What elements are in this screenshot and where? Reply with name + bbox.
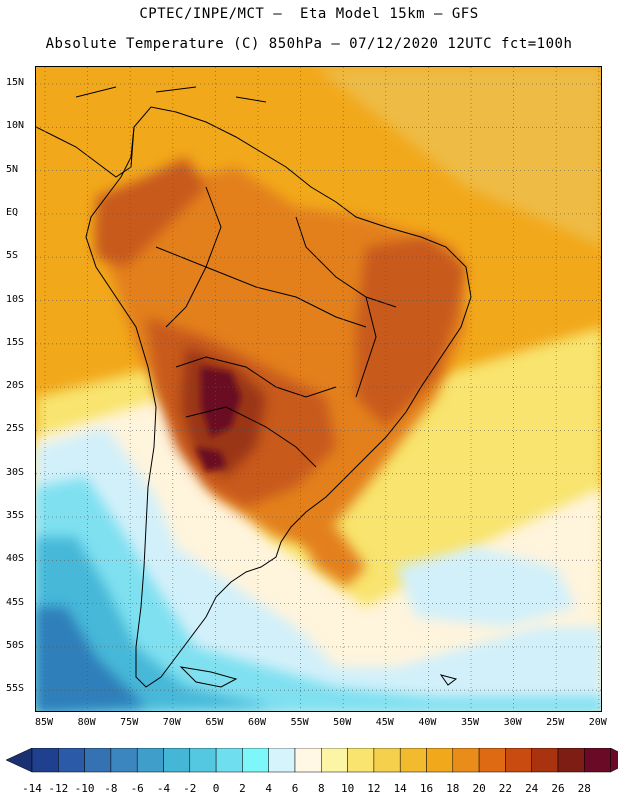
lat-label: 35S [6, 510, 25, 521]
lon-label: 25W [546, 717, 565, 728]
colorbar-swatch [505, 748, 532, 773]
color-scale-bar [5, 748, 618, 773]
lon-label: 65W [205, 717, 224, 728]
colorbar-label: 16 [419, 782, 434, 795]
colorbar-label: 8 [317, 782, 325, 795]
colorbar-swatch [163, 748, 191, 773]
colorbar-swatch [110, 748, 138, 773]
colorbar-label: 0 [212, 782, 220, 795]
lat-label: EQ [6, 206, 19, 218]
colorbar-label: 24 [525, 782, 539, 795]
colorbar-label: 12 [367, 782, 381, 795]
lat-label: 10N [6, 120, 25, 132]
colorbar-label: 22 [498, 782, 513, 795]
colorbar-swatch [399, 748, 427, 773]
caribbean-islands [75, 86, 267, 103]
country-border [155, 246, 367, 328]
colorbar-label: 6 [291, 782, 299, 795]
colorbar-swatch [136, 748, 164, 773]
lon-label: 50W [333, 717, 352, 728]
central-america-coast [36, 126, 135, 178]
lon-label: 45W [375, 717, 394, 728]
colorbar-swatch [452, 748, 480, 773]
colorbar-label: 28 [577, 782, 591, 795]
lon-label: 75W [120, 717, 139, 728]
lat-label: 5N [6, 163, 19, 175]
colorbar-swatch [31, 748, 59, 773]
colorbar-label: 14 [393, 782, 407, 795]
north-ocean-field [316, 67, 601, 247]
colorbar-swatch [347, 748, 375, 773]
colorbar-label: -12 [48, 782, 69, 795]
hot-northeast-field [356, 237, 466, 427]
south-america-coastline [85, 106, 472, 688]
lat-label: 55S [6, 683, 25, 695]
colorbar-max-arrow [610, 748, 618, 773]
colorbar-label: -6 [130, 782, 144, 795]
lat-label: 5S [6, 250, 19, 262]
map-subtitle: Absolute Temperature (C) 850hPa – 07/12/… [45, 36, 573, 52]
cold-deep-blue-field [36, 607, 146, 711]
colorbar-label: 4 [265, 782, 272, 795]
colorbar-swatch [478, 748, 506, 773]
colorbar-label: -4 [156, 782, 171, 795]
colorbar-swatch [531, 748, 559, 773]
colorbar-label: 26 [551, 782, 565, 795]
colorbar-swatch [215, 748, 243, 773]
lat-label: 15S [6, 336, 25, 348]
lat-label: 15N [6, 77, 25, 88]
map-title: CPTEC/INPE/MCT – Eta Model 15km – GFS [139, 6, 479, 22]
cold-atlantic-patch [396, 547, 576, 627]
colorbar-label: -8 [104, 782, 118, 795]
country-border [355, 296, 377, 398]
lat-label: 20S [6, 380, 25, 392]
falkland-islands [439, 674, 458, 686]
colorbar-swatch [373, 748, 401, 773]
lon-label: 40W [418, 717, 437, 728]
colorbar-swatch [58, 748, 85, 773]
lon-label: 70W [162, 717, 181, 728]
lon-label: 35W [460, 717, 480, 728]
colorbar-swatch [189, 748, 217, 773]
temperature-core [201, 367, 241, 437]
lat-label: 30S [6, 466, 25, 478]
colorbar-label: 18 [446, 782, 460, 795]
hot-andes-north-field [96, 157, 206, 267]
lat-label: 40S [6, 553, 25, 565]
colorbar-swatch [268, 748, 296, 773]
temperature-map [35, 66, 602, 712]
lon-label: 60W [247, 717, 267, 728]
colorbar-label: 2 [239, 782, 246, 795]
colorbar-label: 10 [340, 782, 355, 795]
country-border [185, 406, 317, 468]
colorbar-label: -14 [22, 782, 42, 795]
colorbar-swatch [84, 748, 112, 773]
lon-label: 55W [290, 717, 309, 728]
lat-label: 45S [6, 596, 25, 608]
colorbar-label: -10 [74, 782, 95, 795]
lat-label: 50S [6, 639, 25, 651]
core-south-spot [196, 447, 226, 472]
colorbar-label: 20 [472, 782, 486, 795]
coastline [36, 86, 472, 688]
colorbar-min-arrow [5, 748, 33, 773]
warm-southern-plume [286, 507, 366, 587]
colorbar-swatch [426, 748, 454, 773]
lat-label: 25S [6, 423, 25, 435]
lat-label: 10S [6, 293, 25, 305]
lon-label: 30W [503, 717, 522, 728]
colorbar-swatch [584, 748, 611, 773]
country-border [175, 356, 337, 398]
tierra-del-fuego [179, 666, 238, 688]
lat-lon-grid [36, 67, 601, 711]
colorbar-label: -2 [183, 782, 197, 795]
colorbar-swatch [557, 748, 585, 773]
cold-cyan-field [36, 477, 601, 711]
lon-label: 85W [34, 717, 54, 728]
colorbar-swatch [242, 748, 269, 773]
colorbar-swatch [294, 748, 322, 773]
colorbar-swatch [321, 748, 348, 773]
lon-label: 80W [77, 717, 96, 728]
lon-label: 20W [588, 717, 607, 728]
